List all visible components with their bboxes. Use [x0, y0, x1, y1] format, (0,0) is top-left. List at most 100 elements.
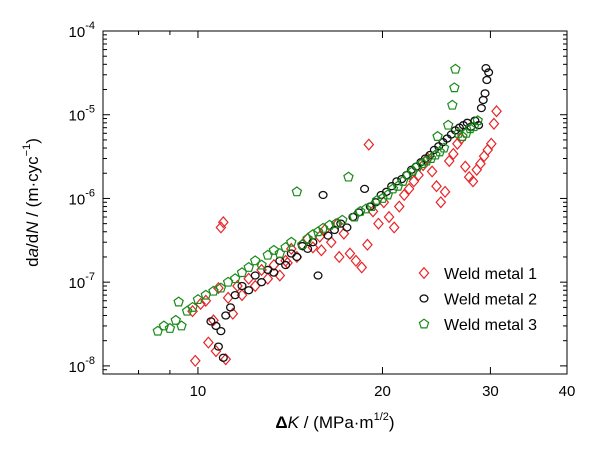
data-point	[388, 221, 400, 234]
data-point	[164, 322, 176, 333]
data-point	[302, 233, 313, 244]
data-point	[447, 147, 459, 161]
data-point	[221, 311, 231, 320]
data-point	[291, 186, 303, 197]
data-point	[426, 165, 438, 178]
x-tick-label: 30	[482, 383, 499, 400]
data-point	[356, 261, 368, 274]
data-point	[435, 196, 447, 209]
data-point	[215, 221, 227, 234]
legend: Weld metal 1 Weld metal 2 Weld metal 3	[418, 266, 537, 334]
data-point	[325, 236, 337, 249]
data-point	[416, 158, 428, 169]
data-point	[232, 279, 243, 293]
data-point	[210, 344, 222, 358]
y-tick-label: 10-4	[69, 20, 95, 41]
data-point	[464, 123, 476, 134]
data-point	[227, 307, 239, 320]
data-point	[323, 231, 333, 240]
x-tick-label: 40	[559, 383, 576, 400]
y-tick-label: 10-5	[69, 104, 95, 125]
data-point	[316, 244, 327, 257]
data-point	[393, 200, 405, 213]
data-point	[269, 268, 279, 277]
data-point	[285, 242, 297, 256]
x-axis-title: ΔK / (MPa·m1/2)	[275, 411, 394, 432]
data-point	[216, 326, 226, 336]
data-point	[250, 271, 260, 280]
data-point	[392, 177, 402, 186]
legend-label: Weld metal 3	[444, 317, 537, 334]
legend-marker	[418, 266, 430, 280]
data-point	[344, 247, 356, 260]
data-point	[387, 183, 399, 194]
data-point	[243, 261, 254, 272]
data-point	[355, 205, 366, 216]
data-point	[442, 119, 454, 130]
data-point	[430, 149, 441, 160]
data-point	[230, 290, 240, 300]
data-point	[206, 317, 216, 326]
x-tick-label: 20	[374, 383, 391, 400]
data-point	[189, 354, 201, 368]
data-point	[181, 305, 193, 316]
data-point	[402, 169, 414, 180]
data-point	[152, 325, 164, 336]
data-point	[474, 121, 484, 130]
data-point	[338, 227, 350, 240]
series-3	[152, 63, 483, 336]
data-point	[312, 226, 324, 237]
data-point	[213, 342, 223, 351]
data-point	[187, 301, 198, 312]
data-point	[220, 353, 232, 366]
data-point	[439, 185, 451, 199]
data-point	[225, 303, 236, 312]
data-point	[422, 152, 434, 165]
data-point	[292, 252, 302, 262]
data-point	[412, 161, 423, 172]
data-point	[249, 255, 261, 266]
data-point	[363, 138, 375, 151]
data-point	[244, 286, 254, 295]
data-point	[170, 314, 182, 325]
data-point	[373, 217, 384, 230]
data-point	[337, 214, 348, 225]
data-point	[313, 271, 323, 280]
data-point	[459, 160, 471, 173]
data-point	[461, 127, 472, 138]
y-tick-label: 10-7	[69, 271, 95, 292]
data-point	[472, 115, 483, 126]
y-tick-label: 10-8	[69, 355, 95, 376]
legend-marker	[419, 294, 429, 303]
legend-marker	[418, 318, 430, 329]
data-marks	[152, 63, 502, 368]
data-point	[262, 272, 274, 285]
data-point	[330, 218, 342, 229]
data-point	[237, 281, 247, 291]
data-point	[324, 219, 335, 230]
data-point	[443, 154, 455, 168]
data-point	[476, 103, 486, 113]
data-point	[480, 89, 490, 98]
data-point	[449, 82, 460, 93]
data-point	[202, 336, 214, 349]
data-point	[482, 75, 492, 85]
data-point	[421, 155, 432, 166]
data-point	[434, 146, 446, 157]
data-point	[350, 254, 362, 267]
data-point	[403, 182, 415, 196]
data-point	[286, 236, 297, 247]
data-point	[408, 175, 420, 188]
data-point	[467, 175, 479, 188]
data-point	[432, 130, 443, 141]
data-point	[342, 223, 352, 232]
data-point	[213, 281, 224, 295]
data-point	[268, 244, 280, 255]
data-point	[195, 297, 206, 311]
data-point	[377, 192, 388, 203]
axes: 10 20 30 40 10-8 10-7 10-6 10-5 10-4	[69, 20, 576, 400]
y-tick-label: 10-6	[69, 187, 95, 208]
